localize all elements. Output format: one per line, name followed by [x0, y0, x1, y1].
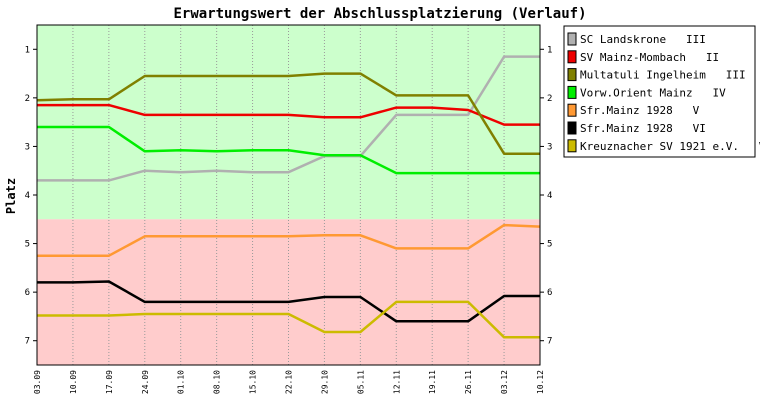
y-tick-label: 5	[25, 240, 30, 250]
y-tick-label-right: 3	[547, 142, 552, 152]
series-line-3	[37, 125, 540, 175]
y-tick-label-right: 5	[547, 240, 552, 250]
series-line-2	[36, 72, 540, 155]
legend-swatch	[567, 50, 577, 64]
y-tick-label-right: 2	[547, 94, 552, 104]
x-tick-label: 10.09	[69, 370, 78, 394]
legend: SC Landskrone III SV Mainz-Mombach II Mult…	[567, 32, 760, 153]
y-tick-label-right: 6	[547, 288, 552, 298]
legend-swatch	[567, 32, 577, 46]
legend-swatch	[567, 121, 577, 135]
y-tick-label: 1	[25, 45, 30, 55]
series-line-5	[37, 280, 540, 323]
legend-swatch	[567, 139, 577, 153]
x-tick-label: 19.11	[428, 370, 437, 394]
legend-entry: Kreuznacher SV 1921 e.V. V	[580, 140, 760, 153]
y-tick-label: 2	[25, 94, 30, 104]
x-tick-label: 15.10	[249, 370, 258, 394]
y-axis-label: Platz	[4, 178, 18, 214]
legend-entry: SV Mainz-Mombach II	[580, 51, 719, 64]
legend-frame	[563, 25, 756, 158]
chart-title: Erwartungswert der Abschlussplatzierung …	[173, 6, 586, 22]
x-tick-label: 05.11	[356, 370, 365, 394]
x-tick-label: 03.09	[33, 370, 42, 394]
y-tick-label-right: 1	[547, 45, 552, 55]
legend-swatch	[567, 85, 577, 99]
x-tick-label: 10.12	[536, 370, 545, 394]
y-tick-label-right: 4	[547, 191, 552, 201]
y-tick-label: 3	[25, 142, 30, 152]
y-tick-label: 4	[25, 191, 30, 201]
legend-entry: Multatuli Ingelheim III	[580, 69, 746, 82]
series-line-6	[37, 300, 540, 339]
series-line-4	[37, 223, 541, 257]
x-tick-label: 29.10	[320, 370, 329, 394]
y-tick-label-right: 7	[547, 337, 552, 347]
x-tick-label: 08.10	[213, 370, 222, 394]
band-0	[37, 25, 540, 220]
series-lines	[36, 55, 541, 339]
legend-entry: SC Landskrone III	[580, 33, 706, 46]
x-tick-label: 17.09	[105, 370, 114, 394]
series-line-1	[37, 103, 540, 126]
x-tick-label: 22.10	[285, 370, 294, 394]
y-tick-label: 6	[25, 288, 30, 298]
x-axis: 03.09 10.09 17.09 24.09 01.10 08.10 15.10 22.10…	[33, 370, 545, 394]
legend-entry: Vorw.Orient Mainz IV	[580, 86, 726, 99]
legend-swatch	[567, 103, 577, 117]
legend-swatch	[567, 68, 577, 82]
x-tick-label: 03.12	[500, 370, 509, 394]
x-tick-label: 12.11	[392, 370, 401, 394]
y-tick-label: 7	[25, 337, 30, 347]
legend-entry: Sfr.Mainz 1928 V	[580, 104, 700, 117]
series-line-0	[37, 55, 540, 182]
y-axis: 1 1 2 2 3 3 4 4 5 5 6 6 7 7	[25, 45, 553, 346]
x-tick-label: 24.09	[141, 370, 150, 394]
x-tick-label: 01.10	[177, 370, 186, 394]
legend-entry: Sfr.Mainz 1928 VI	[580, 122, 706, 135]
x-tick-label: 26.11	[464, 370, 473, 394]
